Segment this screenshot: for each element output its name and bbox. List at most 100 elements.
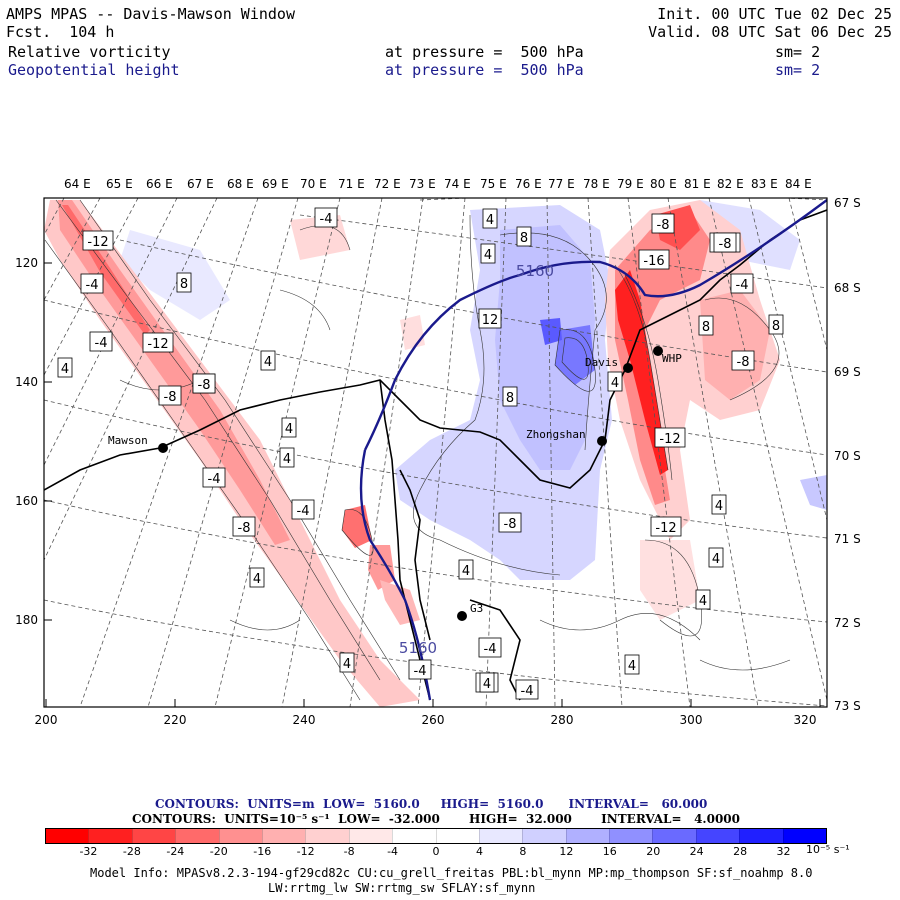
model-info-physics: LW:rrtmg_lw SW:rrtmg_sw SFLAY:sf_mynn: [268, 881, 536, 895]
svg-text:4: 4: [712, 552, 720, 567]
lon-label: 65 E: [106, 177, 133, 191]
y-tick-label: 120: [15, 256, 38, 270]
vorticity-contour-label: -4: [291, 499, 315, 520]
colorbar-tick-label: 4: [475, 845, 483, 858]
vorticity-contour-label: 4: [607, 371, 623, 392]
svg-text:8: 8: [506, 391, 514, 406]
station-markers: [158, 346, 663, 621]
vorticity-contour-label: -4: [202, 467, 226, 488]
lon-label: 80 E: [650, 177, 677, 191]
lat-label: 69 S: [834, 365, 861, 379]
svg-text:-8: -8: [198, 378, 211, 393]
svg-text:-4: -4: [297, 504, 310, 519]
colorbar-swatch: [46, 829, 89, 843]
lon-label: 72 E: [374, 177, 401, 191]
colorbar-tick-label: 0: [432, 845, 440, 858]
svg-text:-12: -12: [655, 521, 676, 536]
field1-level: at pressure = 500 hPa: [385, 43, 584, 61]
vorticity-contour-label: -8: [158, 385, 182, 406]
x-tick-label: 300: [680, 713, 703, 727]
colorbar-swatch: [175, 829, 219, 843]
vorticity-contour-label: -12: [650, 516, 682, 537]
init-time: Init. 00 UTC Tue 02 Dec 25: [657, 5, 892, 23]
vorticity-contour-label: -8: [731, 350, 755, 371]
vorticity-contour-label: 8: [516, 226, 532, 247]
svg-text:-12: -12: [147, 337, 168, 352]
station-zhongshan-marker: [597, 436, 607, 446]
vorticity-contour-label: -4: [515, 679, 539, 700]
coastline: [44, 209, 827, 701]
vorticity-contour-label: 4: [57, 357, 73, 378]
svg-text:-4: -4: [86, 278, 99, 293]
svg-text:-4: -4: [414, 664, 427, 679]
svg-text:-12: -12: [87, 235, 108, 250]
y-tick-label: 160: [15, 494, 38, 508]
model-info: Model Info: MPASv8.2.3-194-gf29cd82c CU:…: [90, 866, 813, 880]
vorticity-contour-label: 4: [624, 654, 640, 675]
svg-text:4: 4: [343, 657, 351, 672]
colorbar-swatch: [695, 829, 740, 843]
vorticity-contour-label: 4: [458, 559, 474, 580]
lon-label: 73 E: [409, 177, 436, 191]
lon-label: 69 E: [262, 177, 289, 191]
field1-smoothing: sm= 2: [775, 43, 821, 61]
station-davis-label: Davis: [585, 356, 618, 369]
svg-text:4: 4: [699, 594, 707, 609]
colorbar-swatch: [609, 829, 653, 843]
lon-label: 75 E: [480, 177, 507, 191]
svg-text:8: 8: [772, 319, 780, 334]
vorticity-contour-label: -4: [80, 273, 104, 294]
lon-label: 74 E: [444, 177, 471, 191]
height-contour-label: 5160: [399, 639, 437, 657]
colorbar-tick-label: -24: [166, 845, 185, 858]
vorticity-contour-label: 4: [279, 447, 295, 468]
svg-text:-8: -8: [737, 355, 750, 370]
lon-label: 64 E: [64, 177, 91, 191]
valid-time: Valid. 08 UTC Sat 06 Dec 25: [648, 23, 892, 41]
y-tick-label: 140: [15, 375, 38, 389]
y-tick-label: 180: [15, 613, 38, 627]
svg-text:-4: -4: [95, 336, 108, 351]
svg-text:-4: -4: [208, 472, 221, 487]
svg-text:4: 4: [484, 248, 492, 263]
svg-text:4: 4: [283, 452, 291, 467]
colorbar-tick-label: -4: [387, 845, 399, 858]
svg-text:12: 12: [482, 313, 499, 328]
vorticity-contour-label: 8: [768, 314, 784, 335]
station-whp-marker: [653, 346, 663, 356]
svg-text:8: 8: [180, 277, 188, 292]
svg-text:4: 4: [462, 564, 470, 579]
vorticity-contour-label: -8: [713, 232, 737, 253]
geopotential-5160-contour: [359, 199, 827, 701]
lat-label: 70 S: [834, 449, 861, 463]
vorticity-contour-label: -8: [498, 512, 522, 533]
colorbar-swatch: [348, 829, 393, 843]
height-contour-label: 5160: [516, 262, 554, 280]
lon-label: 81 E: [684, 177, 711, 191]
lon-label: 68 E: [227, 177, 254, 191]
svg-text:-8: -8: [164, 390, 177, 405]
station-whp-label: WHP: [662, 352, 682, 365]
field2-smoothing: sm= 2: [775, 61, 821, 79]
svg-text:-8: -8: [657, 218, 670, 233]
station-zhongshan-label: Zhongshan: [526, 428, 586, 441]
colorbar-tick-label: -28: [122, 845, 141, 858]
lon-label: 67 E: [187, 177, 214, 191]
lon-label: 83 E: [751, 177, 778, 191]
svg-text:8: 8: [702, 320, 710, 335]
lon-label: 76 E: [515, 177, 542, 191]
colorbar-swatch: [565, 829, 610, 843]
vorticity-contour-label: -8: [651, 213, 675, 234]
map-frame: [43, 197, 828, 708]
svg-text:8: 8: [520, 231, 528, 246]
lat-label: 73 S: [834, 699, 861, 713]
colorbar-tick-label: 8: [519, 845, 527, 858]
station-mawson-marker: [158, 443, 168, 453]
svg-text:4: 4: [264, 355, 272, 370]
vorticity-contour-label: -4: [478, 637, 502, 658]
right-lat-labels: 67 S 68 S 69 S 70 S 71 S 72 S 73 S: [834, 196, 861, 713]
lon-label: 84 E: [785, 177, 812, 191]
left-tick-labels: 120 140 160 180: [15, 256, 38, 627]
svg-text:5160: 5160: [516, 262, 554, 280]
